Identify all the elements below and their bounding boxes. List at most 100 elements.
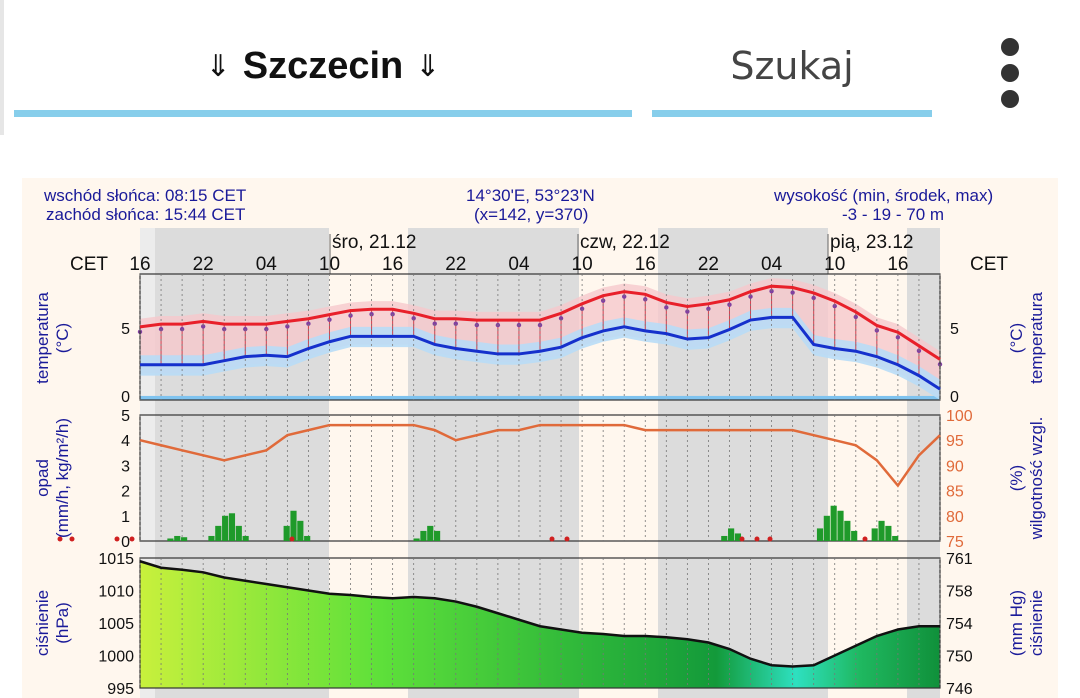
hour-tick-label: 04 bbox=[256, 254, 278, 275]
hour-tick-label: 22 bbox=[698, 254, 719, 275]
temperature-axis-label: temperatura bbox=[33, 292, 52, 384]
precipitation-bar bbox=[413, 538, 420, 541]
precipitation-bar bbox=[734, 533, 742, 541]
temperature-point bbox=[685, 309, 690, 314]
pressure-mmhg-tick-label: 761 bbox=[946, 551, 973, 568]
city-selector-button[interactable]: ⇓ Szczecin ⇓ bbox=[14, 28, 632, 104]
humidity-tick-label: 95 bbox=[946, 433, 964, 450]
pressure-hpa-tick-label: 1010 bbox=[98, 584, 134, 601]
below-zero-band bbox=[140, 395, 940, 400]
humidity-tick-label: 75 bbox=[946, 534, 964, 551]
humidity-tick-label: 85 bbox=[946, 484, 964, 501]
precipitation-bar bbox=[215, 525, 222, 541]
precipitation-bar bbox=[871, 528, 878, 541]
precipitation-dot bbox=[739, 536, 745, 542]
humidity-axis-label: wilgotność wzgl. bbox=[1027, 417, 1046, 541]
temperature-tick-label: 5 bbox=[950, 321, 959, 338]
hour-tick-label: 04 bbox=[508, 254, 530, 275]
temperature-axis-label: (°C) bbox=[1007, 323, 1026, 353]
pressure-hpa-tick-label: 1015 bbox=[98, 551, 134, 568]
precipitation-bar bbox=[823, 515, 830, 541]
precipitation-bar bbox=[837, 510, 844, 541]
temperature-point bbox=[748, 294, 753, 299]
precipitation-dot bbox=[57, 536, 63, 542]
top-bar: ⇓ Szczecin ⇓ Szukaj bbox=[0, 0, 1080, 135]
precipitation-bar bbox=[721, 535, 728, 541]
elevation-values: -3 - 19 - 70 m bbox=[842, 205, 945, 224]
precipitation-bar bbox=[728, 528, 735, 541]
temperature-point bbox=[285, 324, 290, 329]
pressure-axis-label: (hPa) bbox=[53, 602, 72, 644]
temperature-point bbox=[453, 321, 458, 326]
humidity-tick-label: 80 bbox=[946, 509, 964, 526]
temperature-axis-label: (°C) bbox=[53, 323, 72, 353]
precipitation-dot bbox=[564, 536, 570, 542]
temperature-point bbox=[811, 295, 816, 301]
hour-tick-label: 16 bbox=[382, 254, 403, 275]
temperature-point bbox=[200, 324, 206, 329]
precipitation-tick-label: 0 bbox=[121, 534, 130, 551]
pressure-mmhg-tick-label: 758 bbox=[946, 584, 973, 601]
meteogram: CET CET śro, 21.12 czw, 22.12 pią, 23.12 16 22… bbox=[22, 178, 1058, 698]
precipitation-bar bbox=[208, 535, 215, 541]
precipitation-dot bbox=[114, 536, 120, 542]
temperature-point bbox=[706, 306, 711, 312]
hour-tick-label: 22 bbox=[193, 254, 214, 275]
temperature-point bbox=[664, 305, 669, 310]
day-label: śro, 21.12 bbox=[332, 232, 417, 253]
pressure-line bbox=[139, 560, 940, 668]
search-tab-underline bbox=[652, 110, 932, 117]
temperature-point bbox=[558, 316, 564, 321]
min-temperature-band bbox=[140, 307, 940, 400]
precipitation-bar bbox=[174, 535, 181, 541]
precipitation-bar bbox=[290, 510, 297, 541]
city-tab-underline bbox=[14, 110, 632, 117]
precipitation-bar bbox=[222, 515, 229, 541]
arrow-down-icon: ⇓ bbox=[415, 48, 441, 84]
precipitation-dot bbox=[69, 536, 75, 542]
left-edge-shadow bbox=[0, 0, 4, 135]
precipitation-bar bbox=[434, 530, 441, 541]
precipitation-dot bbox=[289, 536, 295, 542]
pressure-axis-label: ciśnienie bbox=[33, 590, 52, 656]
search-button[interactable]: Szukaj bbox=[730, 44, 854, 88]
precipitation-bar bbox=[816, 528, 824, 541]
temperature-tick-label: 0 bbox=[121, 389, 130, 406]
precipitation-bar bbox=[420, 530, 427, 541]
precipitation-bar bbox=[892, 535, 899, 541]
precipitation-bar bbox=[181, 537, 188, 541]
humidity-tick-label: 100 bbox=[946, 408, 973, 425]
humidity-axis-label: (%) bbox=[1007, 465, 1026, 491]
humidity-tick-label: 90 bbox=[946, 458, 964, 475]
temperature-tick-label: 5 bbox=[121, 321, 130, 338]
temperature-point bbox=[579, 306, 585, 312]
pressure-mmhg-tick-label: 750 bbox=[946, 649, 973, 666]
precipitation-tick-label: 4 bbox=[121, 433, 130, 450]
hour-tick-label: 10 bbox=[319, 254, 340, 275]
precipitation-bar bbox=[844, 520, 851, 541]
precipitation-tick-label: 1 bbox=[121, 509, 130, 526]
pressure-axis-label: ciśnienie bbox=[1027, 590, 1046, 656]
temperature-max-line bbox=[139, 284, 941, 361]
coordinates-text: 14°30'E, 53°23'N bbox=[466, 186, 595, 205]
precipitation-tick-label: 3 bbox=[121, 458, 130, 475]
more-vert-icon[interactable] bbox=[990, 34, 1030, 110]
temperature-point bbox=[895, 335, 901, 340]
temperature-point bbox=[411, 316, 416, 321]
precipitation-bar bbox=[242, 535, 249, 541]
temperature-point bbox=[832, 303, 837, 309]
hour-tick-label: 16 bbox=[635, 254, 656, 275]
precipitation-bar bbox=[851, 530, 858, 541]
hour-tick-label: 16 bbox=[887, 254, 908, 275]
precipitation-bar bbox=[235, 525, 242, 541]
precipitation-axis-label: opad bbox=[33, 459, 52, 497]
precipitation-dot bbox=[549, 536, 555, 542]
temperature-point bbox=[769, 288, 774, 294]
timezone-label: CET bbox=[970, 254, 1008, 275]
elevation-label: wysokość (min, środek, max) bbox=[774, 186, 994, 205]
precipitation-dot bbox=[862, 536, 868, 542]
grid-point-text: (x=142, y=370) bbox=[474, 205, 589, 224]
precipitation-bar bbox=[830, 505, 837, 541]
pressure-mmhg-tick-label: 746 bbox=[946, 681, 973, 698]
temperature-point bbox=[622, 294, 627, 299]
